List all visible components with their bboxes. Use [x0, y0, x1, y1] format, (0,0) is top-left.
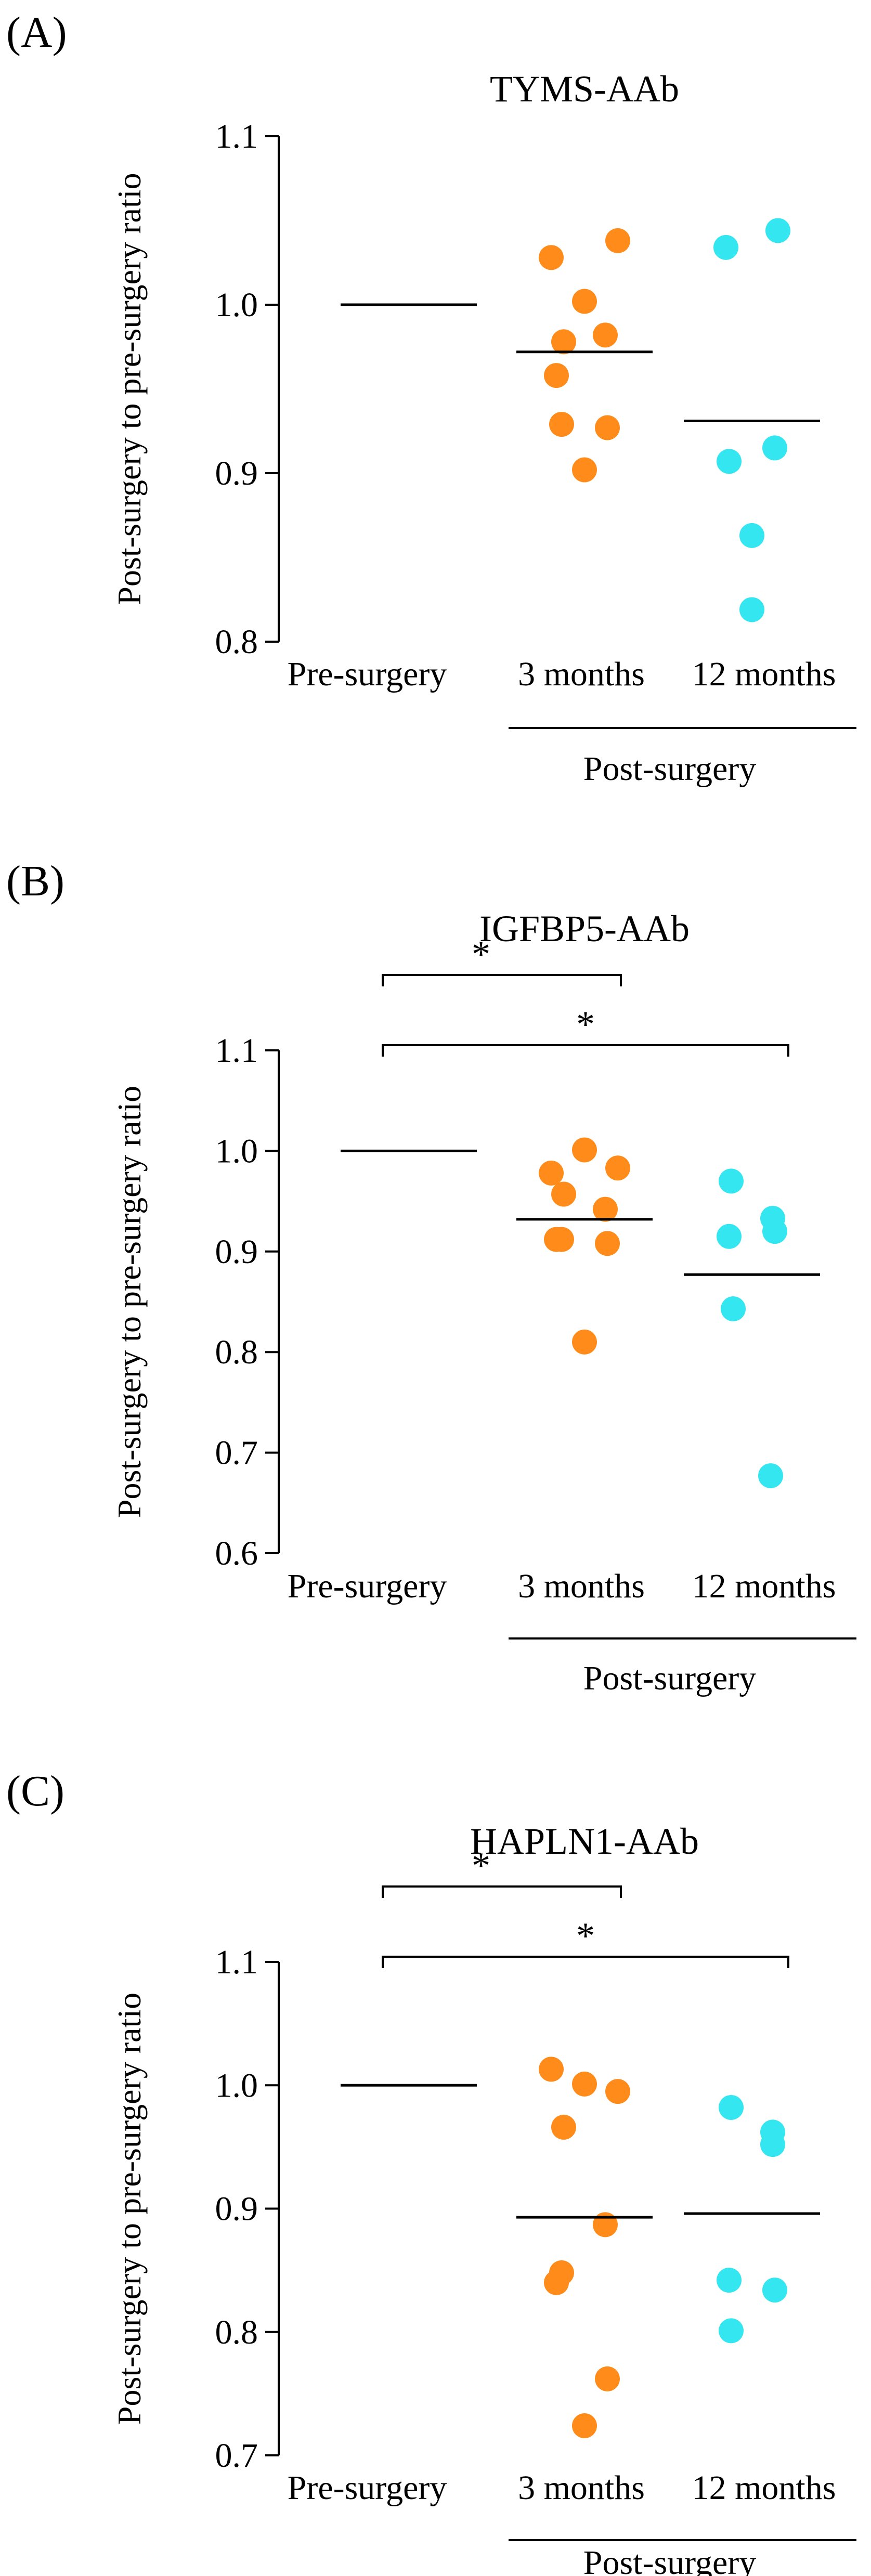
significance-bracket	[382, 1956, 789, 1968]
data-point-12-months	[760, 2132, 785, 2157]
post-surgery-group-label: Post-surgery	[583, 750, 756, 788]
data-point-12-months	[717, 1224, 742, 1249]
data-point-3-months	[572, 1329, 597, 1355]
post-surgery-group-label: Post-surgery	[583, 1659, 756, 1697]
y-axis-label: Post-surgery to pre-surgery ratio	[111, 1993, 148, 2425]
data-point-3-months	[572, 1137, 597, 1163]
data-point-12-months	[762, 2278, 787, 2303]
data-point-3-months	[572, 457, 597, 483]
y-tick-label: 1.1	[215, 118, 258, 155]
data-point-3-months	[551, 1181, 576, 1207]
chart-title: TYMS-AAb	[490, 68, 679, 110]
data-point-3-months	[595, 415, 620, 440]
data-point-3-months	[593, 1196, 618, 1222]
data-point-3-months	[539, 245, 564, 270]
data-point-3-months	[605, 1155, 630, 1181]
x-category-label: 12 months	[692, 2469, 836, 2507]
data-point-12-months	[739, 523, 764, 548]
data-point-12-months	[717, 449, 742, 474]
data-point-3-months	[572, 2413, 597, 2439]
data-point-12-months	[713, 235, 738, 260]
panel-3: (C) HAPLN1-AAb 0.7 0.8 0.9 1.0 1.1 Post-surgery…	[6, 1767, 856, 2576]
y-axis-label: Post-surgery to pre-surgery ratio	[111, 1086, 148, 1518]
data-point-12-months	[719, 2094, 744, 2120]
panel-1: (A) TYMS-AAb 0.8 0.9 1.0 1.1 Post-surgery to p…	[6, 8, 856, 788]
data-point-3-months	[572, 2071, 597, 2097]
y-tick-label: 0.8	[215, 2313, 258, 2351]
data-point-3-months	[595, 2366, 620, 2391]
data-point-3-months	[605, 228, 630, 253]
x-category-label: Pre-surgery	[288, 2469, 447, 2507]
data-point-3-months	[551, 2114, 576, 2140]
y-tick-label: 0.9	[215, 2190, 258, 2228]
data-point-12-months	[762, 1219, 787, 1244]
data-point-12-months	[762, 435, 787, 461]
y-axis-label: Post-surgery to pre-surgery ratio	[111, 173, 148, 605]
y-tick-label: 1.0	[215, 1132, 258, 1170]
significance-bracket	[382, 974, 622, 986]
significance-star: *	[576, 1915, 595, 1957]
panel-label: (C)	[6, 1767, 64, 1815]
chart-title: IGFBP5-AAb	[479, 908, 690, 949]
data-point-3-months	[605, 2079, 630, 2104]
y-tick-label: 0.9	[215, 1233, 258, 1271]
x-category-label: 12 months	[692, 655, 836, 693]
y-tick-label: 0.8	[215, 623, 258, 661]
data-point-12-months	[765, 218, 790, 243]
panel-label: (A)	[6, 8, 67, 57]
x-category-label: Pre-surgery	[288, 655, 447, 693]
data-point-12-months	[719, 1168, 744, 1194]
data-point-3-months	[549, 1227, 574, 1252]
post-surgery-group-label: Post-surgery	[583, 2544, 756, 2576]
y-tick-label: 1.1	[215, 1943, 258, 1981]
data-point-3-months	[593, 322, 618, 348]
y-tick-label: 1.0	[215, 286, 258, 324]
data-point-3-months	[572, 289, 597, 314]
y-tick-label: 0.9	[215, 454, 258, 492]
data-point-3-months	[544, 363, 569, 388]
significance-bracket	[382, 1885, 622, 1898]
y-tick-label: 0.7	[215, 1434, 258, 1472]
y-tick-label: 0.6	[215, 1534, 258, 1572]
y-tick-label: 1.1	[215, 1032, 258, 1070]
data-point-12-months	[719, 2318, 744, 2344]
significance-star: *	[472, 1845, 490, 1887]
data-point-12-months	[717, 2268, 742, 2293]
data-point-3-months	[549, 2260, 574, 2285]
y-tick-label: 0.7	[215, 2437, 258, 2475]
data-point-3-months	[593, 2212, 618, 2237]
x-category-label: 12 months	[692, 1567, 836, 1605]
x-category-label: Pre-surgery	[288, 1567, 447, 1605]
data-point-3-months	[549, 412, 574, 437]
panel-2: (B) IGFBP5-AAb 0.6 0.7 0.8 0.9 1.0 1.1 Post-surg…	[6, 857, 856, 1697]
y-tick-label: 1.0	[215, 2066, 258, 2104]
significance-star: *	[472, 933, 490, 975]
data-point-3-months	[551, 329, 576, 355]
data-point-3-months	[539, 2057, 564, 2082]
data-point-12-months	[721, 1296, 746, 1322]
chart-title: HAPLN1-AAb	[470, 1820, 699, 1862]
data-point-12-months	[739, 597, 764, 622]
data-point-12-months	[758, 1463, 783, 1489]
panel-label: (B)	[6, 857, 64, 905]
data-point-3-months	[539, 1160, 564, 1186]
significance-bracket	[382, 1044, 789, 1057]
x-category-label: 3 months	[518, 1567, 645, 1605]
data-point-3-months	[595, 1231, 620, 1256]
x-category-label: 3 months	[518, 655, 645, 693]
y-tick-label: 0.8	[215, 1333, 258, 1371]
x-category-label: 3 months	[518, 2469, 645, 2507]
significance-star: *	[576, 1004, 595, 1045]
